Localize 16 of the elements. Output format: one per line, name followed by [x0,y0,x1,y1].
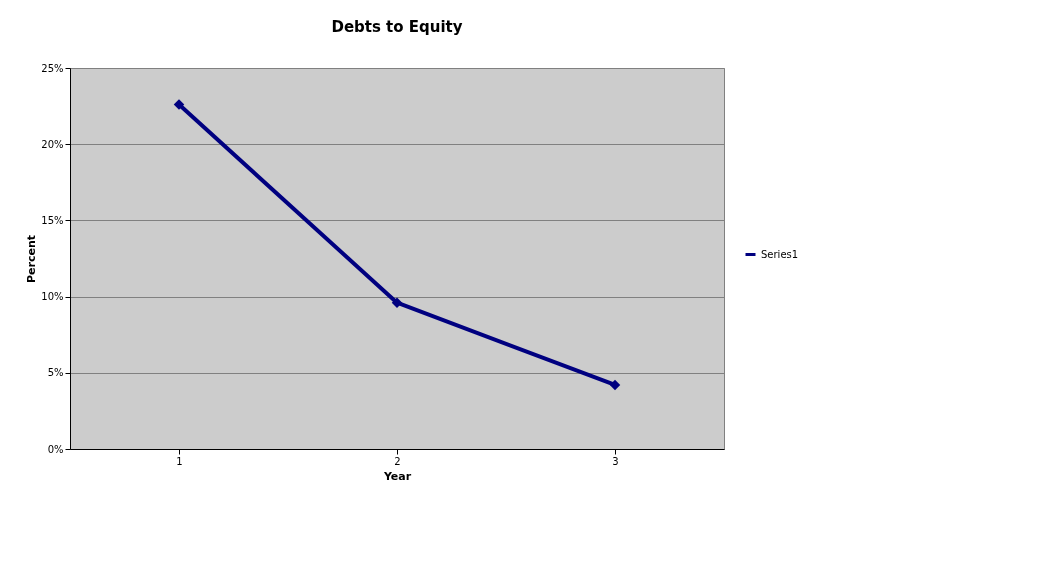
legend-label: Series1 [761,248,799,260]
x-tick-label: 2 [394,455,401,467]
y-tick-label: 15% [41,214,64,226]
y-tick-label: 0% [47,443,64,455]
point [391,297,403,308]
chart-title: Debts to Equity [331,18,463,36]
point [609,379,621,391]
y-axis-title: Percent [25,234,39,284]
y-tick-label: 5% [47,367,64,379]
y-tick-label: 10% [41,291,64,303]
point [173,99,185,110]
x-axis-title: Year [382,469,412,483]
x-tick-label: 1 [176,455,183,467]
y-tick-label: 25% [41,62,64,74]
x-tick-label: 3 [612,455,619,467]
y-tick-label: 20% [41,138,64,150]
